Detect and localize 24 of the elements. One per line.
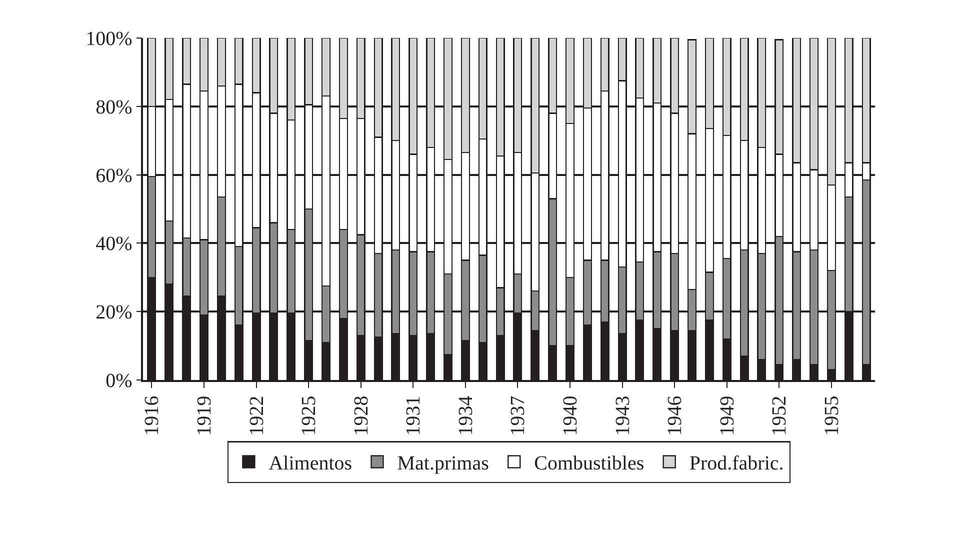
x-tick-label: 1946 [664, 396, 686, 436]
x-tick-label: 1955 [820, 396, 843, 436]
x-tick-label: 1949 [716, 396, 738, 436]
y-tick-label: 20% [96, 302, 132, 324]
x-tick-label: 1931 [402, 396, 425, 436]
x-tick-label: 1943 [612, 396, 634, 436]
x-tick-label: 1922 [246, 396, 268, 436]
legend-label: Combustibles [534, 452, 644, 475]
x-tick-label: 1934 [454, 396, 477, 436]
legend-label: Prod.fabric. [689, 452, 784, 475]
x-tick-label: 1940 [560, 396, 582, 436]
y-tick-label: 100% [86, 28, 132, 50]
y-tick-label: 40% [96, 233, 132, 256]
x-tick-label: 1916 [141, 396, 164, 436]
y-tick-label: 0% [106, 370, 132, 392]
legend-label: Mat.primas [397, 452, 490, 475]
legend-label: Alimentos [268, 452, 352, 475]
x-tick-label: 1952 [768, 396, 791, 436]
y-tick-label: 80% [96, 96, 132, 118]
y-tick-label: 60% [96, 164, 132, 187]
x-tick-label: 1937 [507, 396, 530, 436]
x-tick-label: 1919 [194, 396, 216, 436]
x-tick-label: 1928 [350, 396, 372, 436]
x-tick-label: 1925 [298, 396, 320, 436]
